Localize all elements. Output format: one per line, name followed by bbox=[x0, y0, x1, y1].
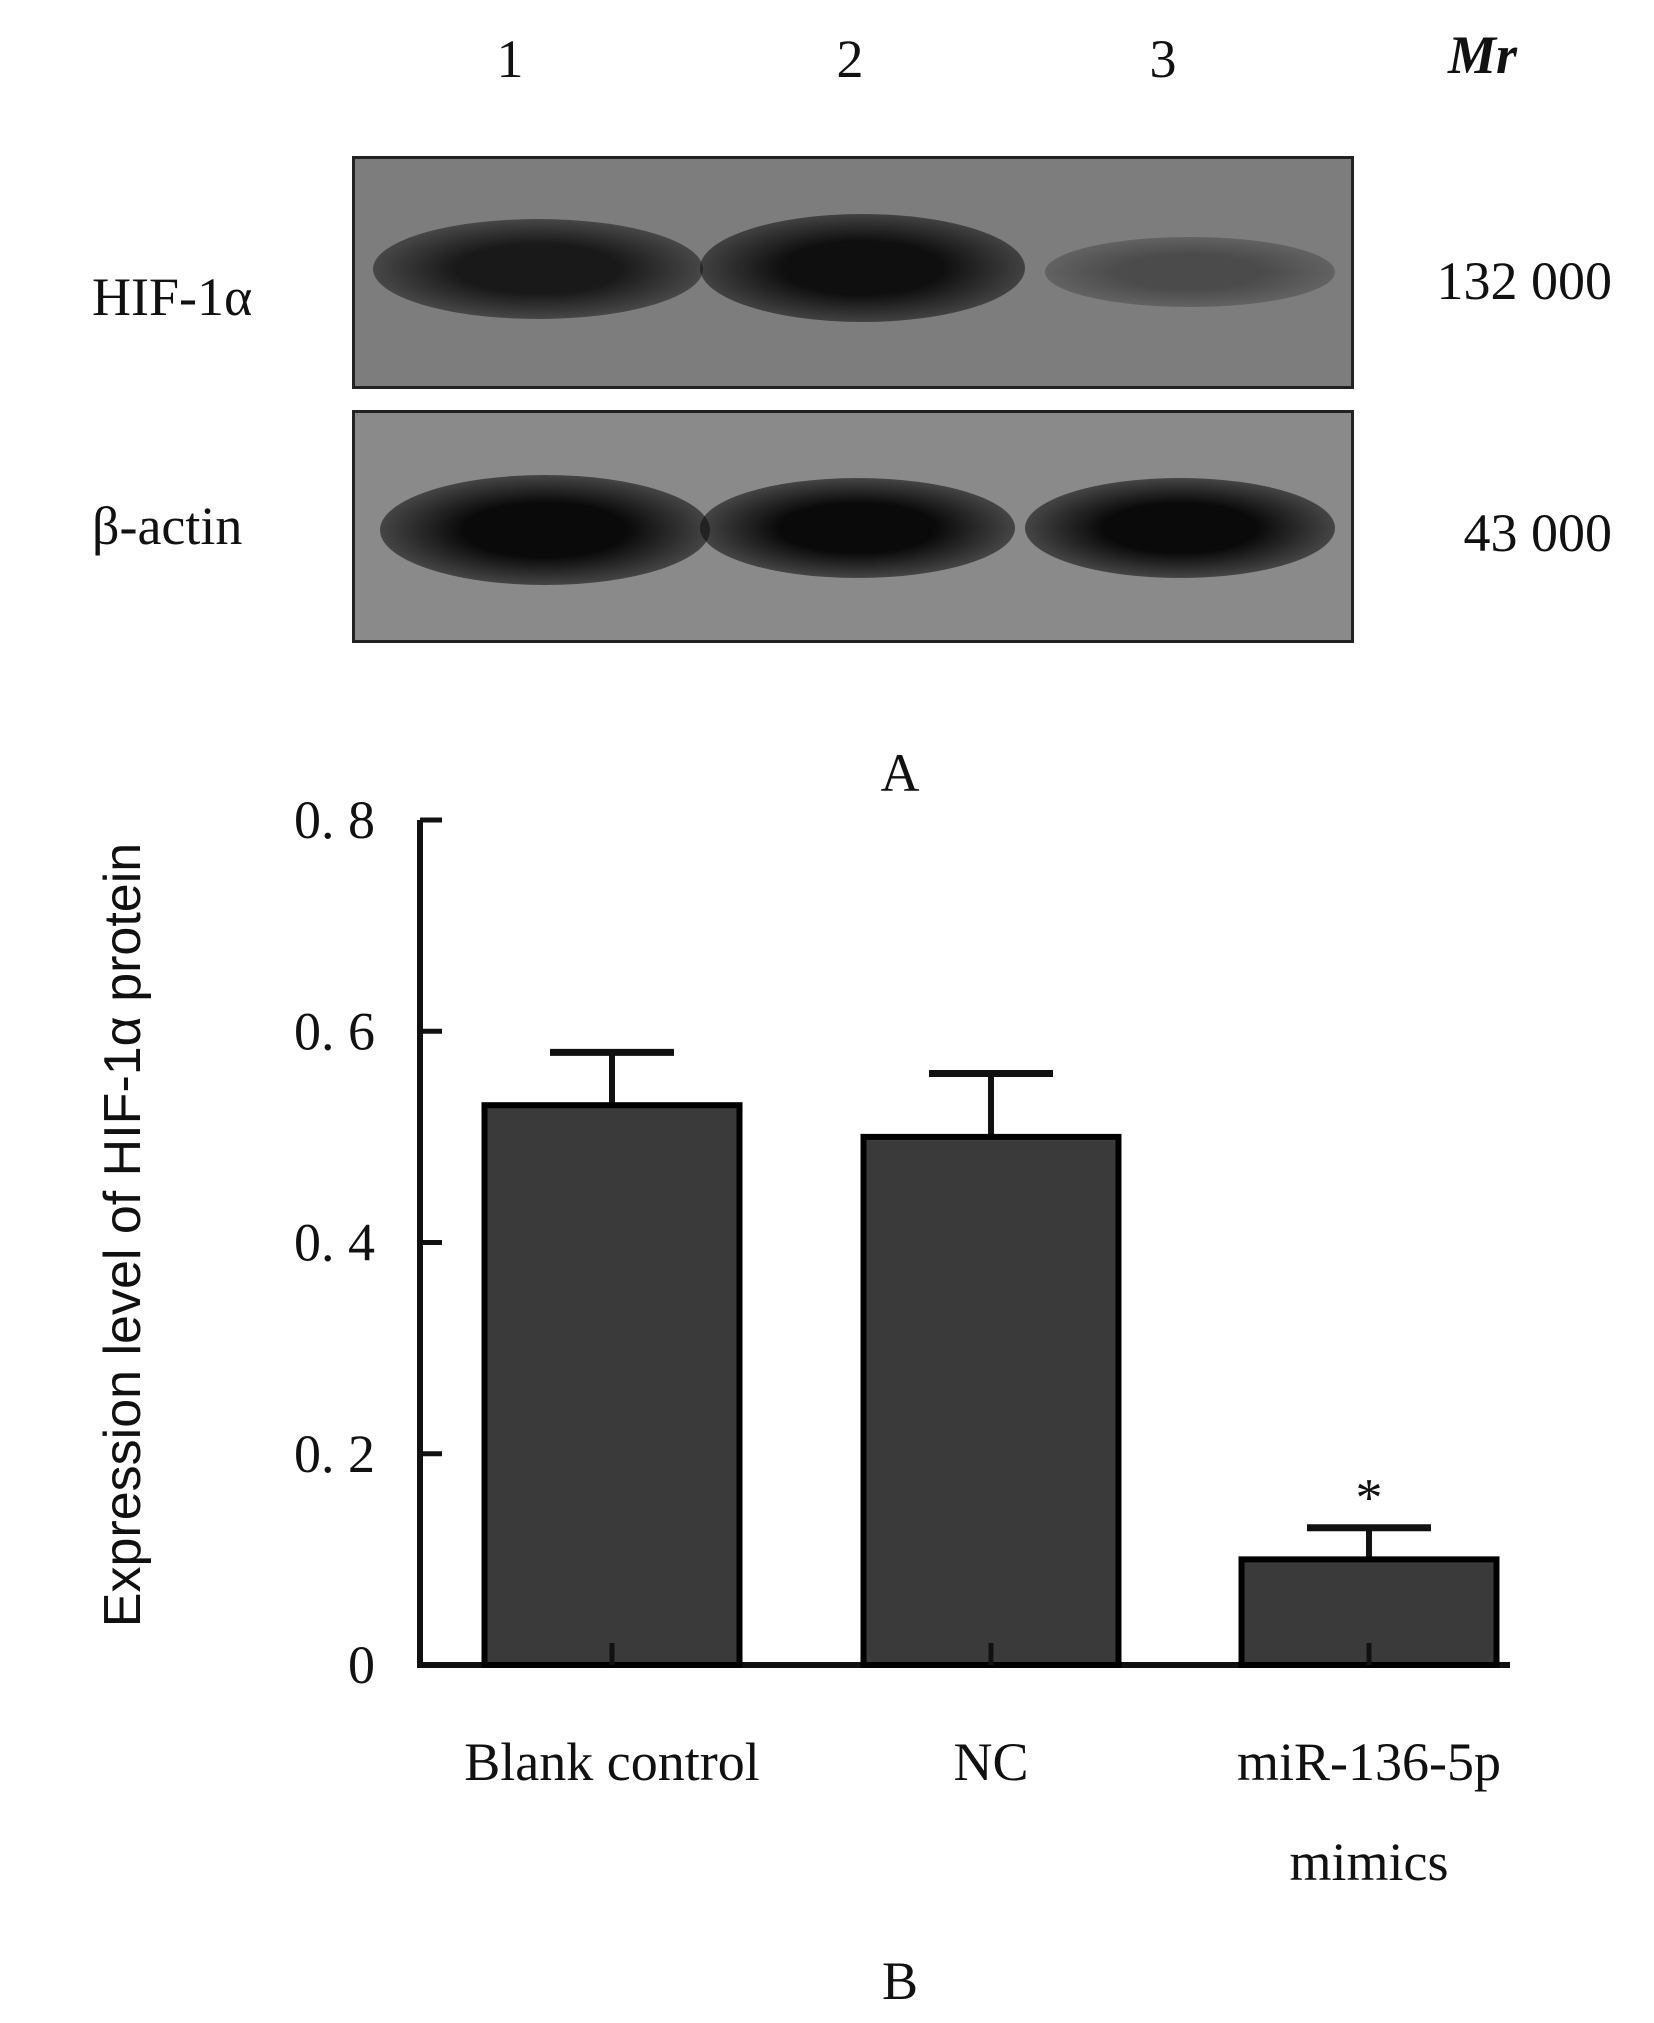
blot-row-label-hif: HIF-1α bbox=[92, 267, 253, 327]
actin-band-lane-2 bbox=[700, 478, 1015, 578]
mr-label: Mr bbox=[1448, 25, 1518, 85]
hif-band-lane-3 bbox=[1045, 237, 1335, 307]
actin-band-lane-1 bbox=[380, 475, 710, 585]
bar-0 bbox=[481, 1102, 743, 1668]
hif-band-lane-1 bbox=[373, 219, 703, 319]
y-tick-label-4: 0. 8 bbox=[294, 790, 375, 850]
mw-label-actin: 43 000 bbox=[1463, 503, 1613, 563]
y-tick-label-3: 0. 6 bbox=[294, 1001, 375, 1061]
lane-label-1: 1 bbox=[496, 29, 524, 89]
x-category-label-0-0: Blank control bbox=[464, 1732, 759, 1792]
panel-label-a: A bbox=[880, 743, 920, 803]
x-category-label-2-0: miR-136-5p bbox=[1237, 1732, 1501, 1792]
actin-blot-image bbox=[352, 410, 1354, 643]
x-category-label-1-0: NC bbox=[953, 1732, 1028, 1792]
significance-mark-2: * bbox=[1356, 1468, 1383, 1528]
y-tick-label-0: 0 bbox=[348, 1635, 375, 1695]
y-tick-label-1: 0. 2 bbox=[294, 1424, 375, 1484]
hif-band-lane-2 bbox=[700, 214, 1025, 322]
lane-label-2: 2 bbox=[836, 29, 864, 89]
x-category-label-2-1: mimics bbox=[1290, 1832, 1449, 1892]
actin-band-lane-3 bbox=[1025, 478, 1335, 578]
blot-row-label-actin: β-actin bbox=[92, 496, 243, 556]
panel-label-b: B bbox=[881, 1951, 919, 2011]
bar-2 bbox=[1238, 1556, 1500, 1668]
y-axis-label: Expression level of HIF-1α protein bbox=[94, 843, 152, 1627]
lane-label-3: 3 bbox=[1149, 29, 1177, 89]
bar-1 bbox=[860, 1133, 1122, 1668]
mw-label-hif: 132 000 bbox=[1436, 251, 1613, 311]
y-tick-label-2: 0. 4 bbox=[294, 1213, 375, 1273]
hif-blot-image bbox=[352, 156, 1354, 389]
